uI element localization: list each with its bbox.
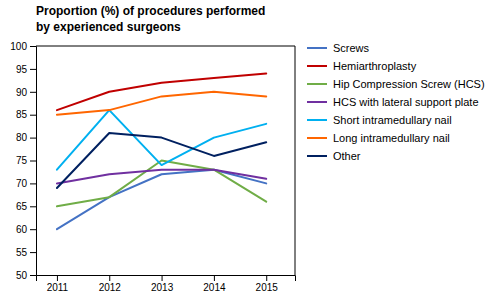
- frame-line: [295, 46, 296, 275]
- y-tick: 85: [16, 109, 36, 120]
- chart: Proportion (%) of procedures performed by…: [0, 0, 500, 299]
- x-tick-label: 2013: [151, 282, 174, 293]
- legend-entry: Hip Compression Screw (HCS): [307, 78, 485, 90]
- series-line: [57, 170, 266, 184]
- x-tick: 2014: [203, 275, 226, 293]
- legend-label: HCS with lateral support plate: [333, 96, 479, 108]
- series-line: [57, 170, 266, 230]
- frame-line: [36, 46, 295, 47]
- legend-entry: Short intramedullary nail: [307, 114, 452, 126]
- x-tick-mark: [162, 275, 163, 281]
- title: Proportion (%) of procedures performed: [36, 4, 265, 18]
- y-tick-mark: [30, 252, 36, 253]
- y-tick-label: 85: [16, 109, 28, 120]
- y-tick-label: 90: [16, 87, 28, 98]
- y-tick: 75: [16, 155, 36, 166]
- x-axis-line: [37, 276, 296, 282]
- y-tick-label: 95: [16, 64, 28, 75]
- y-tick-mark: [30, 206, 36, 207]
- x-tick-mark: [109, 275, 110, 281]
- plot: 2011 2012 2013 2014 2015 50 55 60 65 70 75 80 85 90 95…: [10, 41, 295, 293]
- legend-entry: Hemiarthroplasty: [307, 60, 417, 72]
- legend-entry: HCS with lateral support plate: [307, 96, 479, 108]
- legend-swatch: [307, 137, 327, 139]
- y-tick-label: 100: [10, 41, 27, 52]
- x-tick: 2011: [47, 275, 69, 293]
- y-tick: 60: [16, 224, 36, 235]
- y-tick-label: 60: [16, 224, 28, 235]
- legend-swatch: [307, 155, 327, 157]
- legend-label: Screws: [333, 42, 370, 54]
- legend-label: Hip Compression Screw (HCS): [333, 78, 485, 90]
- legend-entry: Long intramedullary nail: [307, 132, 450, 144]
- y-tick: 80: [16, 132, 36, 143]
- series-line: [57, 133, 266, 188]
- series-line: [57, 92, 266, 115]
- legend-swatch: [307, 65, 327, 67]
- x-tick-mark: [214, 275, 215, 281]
- y-tick: 100: [10, 41, 36, 52]
- y-tick-mark: [30, 138, 36, 139]
- legend-entry: Screws: [307, 42, 370, 54]
- x-tick-label: 2011: [47, 282, 69, 293]
- x-tick-mark: [266, 275, 267, 281]
- y-tick-label: 55: [16, 247, 28, 258]
- x-tick-mark: [57, 275, 58, 281]
- y-tick-mark: [30, 275, 36, 276]
- y-axis-line: [30, 47, 37, 276]
- y-tick-label: 70: [16, 178, 28, 189]
- y-tick-mark: [30, 46, 36, 47]
- y-tick-mark: [30, 183, 36, 184]
- y-tick: 70: [16, 178, 36, 189]
- x-tick: 2015: [256, 275, 279, 293]
- subtitle: by experienced surgeons: [36, 20, 181, 34]
- series-line: [57, 110, 266, 170]
- legend: Screws Hemiarthroplasty Hip Compression Sc…: [307, 42, 485, 162]
- y-tick-label: 50: [16, 270, 28, 281]
- y-tick: 95: [16, 64, 36, 75]
- y-tick-mark: [30, 92, 36, 93]
- y-tick: 55: [16, 247, 36, 258]
- x-axis: 2011 2012 2013 2014 2015: [37, 275, 296, 293]
- legend-label: Long intramedullary nail: [333, 132, 450, 144]
- y-tick-mark: [30, 161, 36, 162]
- y-axis: 50 55 60 65 70 75 80 85 90 95 100: [10, 41, 36, 281]
- series-line: [57, 73, 266, 110]
- legend-swatch: [307, 47, 327, 49]
- legend-label: Short intramedullary nail: [333, 114, 452, 126]
- legend-swatch: [307, 101, 327, 103]
- x-tick-label: 2012: [99, 282, 122, 293]
- series-line: [57, 161, 266, 207]
- y-tick-mark: [30, 115, 36, 116]
- legend-entry: Other: [307, 150, 361, 162]
- y-tick-label: 65: [16, 201, 28, 212]
- legend-swatch: [307, 83, 327, 85]
- y-tick: 65: [16, 201, 36, 212]
- legend-swatch: [307, 119, 327, 121]
- x-tick: 2012: [99, 275, 122, 293]
- x-tick-label: 2015: [256, 282, 279, 293]
- legend-label: Hemiarthroplasty: [333, 60, 417, 72]
- y-tick-label: 80: [16, 132, 28, 143]
- legend-label: Other: [333, 150, 361, 162]
- y-tick-mark: [30, 229, 36, 230]
- lines: [57, 73, 266, 229]
- y-tick-label: 75: [16, 155, 28, 166]
- x-tick-label: 2014: [203, 282, 226, 293]
- y-tick: 50: [16, 270, 36, 281]
- x-tick: 2013: [151, 275, 174, 293]
- y-tick: 90: [16, 87, 36, 98]
- y-tick-mark: [30, 69, 36, 70]
